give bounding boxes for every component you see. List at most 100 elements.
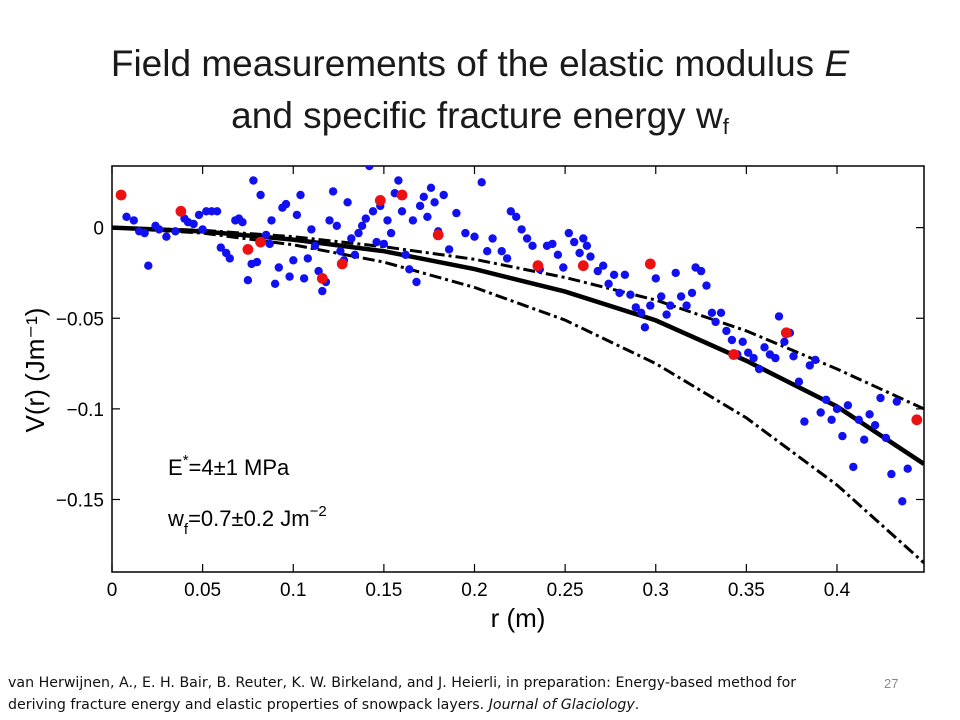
blue-data-point: [821, 395, 831, 404]
blue-data-point: [189, 219, 198, 229]
blue-data-point: [439, 190, 448, 200]
blue-data-point: [444, 245, 454, 254]
blue-data-point: [397, 207, 407, 216]
blue-data-point: [292, 210, 302, 220]
blue-data-point: [805, 361, 814, 370]
blue-data-point: [548, 239, 557, 249]
blue-data-point: [512, 212, 521, 221]
blue-data-point: [310, 241, 320, 250]
blue-data-point: [898, 497, 907, 506]
blue-data-point: [252, 257, 262, 267]
blue-data-point: [265, 239, 274, 249]
blue-data-point: [707, 308, 717, 317]
fit-curve: [112, 225, 924, 466]
blue-data-point: [379, 239, 389, 249]
blue-data-point: [854, 415, 863, 424]
blue-data-point: [892, 397, 901, 406]
upper-bound-curve: [112, 226, 924, 411]
blue-data-point: [570, 237, 579, 247]
blue-data-point: [827, 415, 836, 424]
title-line-1: Field measurements of the elastic modulu…: [0, 38, 960, 90]
blue-data-point: [144, 261, 153, 270]
annotation-fracture-lead: w: [167, 506, 184, 531]
blue-data-point: [394, 176, 403, 185]
x-tick-label: 0.25: [547, 580, 584, 601]
blue-data-point: [198, 225, 207, 234]
blue-data-point: [285, 272, 294, 281]
x-axis-label: r (m): [491, 603, 546, 633]
scatter-points: [115, 166, 923, 506]
blue-data-point: [303, 254, 312, 263]
citation-journal: Journal of Glaciology: [488, 697, 635, 713]
blue-data-point: [502, 254, 512, 263]
blue-data-point: [789, 352, 798, 361]
slide-number: 27: [884, 676, 899, 691]
citation-end: .: [634, 697, 640, 713]
blue-data-point: [843, 401, 853, 410]
red-data-point: [728, 349, 740, 360]
blue-data-point: [687, 288, 697, 298]
blue-data-point: [274, 263, 283, 272]
blue-data-point: [470, 232, 479, 241]
blue-data-point: [631, 303, 640, 312]
blue-data-point: [794, 377, 804, 386]
blue-data-point: [249, 176, 258, 185]
annotation-fracture-energy: wf=0.7±0.2 Jm−2: [167, 503, 327, 538]
blue-data-point: [405, 265, 414, 274]
blue-data-point: [870, 421, 880, 430]
blue-data-point: [386, 228, 396, 238]
red-data-point: [336, 258, 348, 270]
blue-data-point: [816, 408, 825, 417]
blue-data-point: [696, 266, 706, 276]
blue-data-point: [347, 234, 356, 243]
blue-data-point: [361, 214, 370, 223]
y-axis-label: V(r) (Jm⁻¹): [20, 308, 50, 433]
blue-data-point: [419, 192, 428, 201]
blue-data-point: [256, 190, 265, 200]
x-tick-label: 0.15: [365, 580, 402, 601]
annotation-fracture-sub: f: [184, 521, 189, 538]
blue-data-point: [640, 323, 650, 332]
blue-data-point: [716, 308, 726, 317]
blue-data-point: [811, 355, 820, 365]
blue-data-point: [415, 201, 425, 211]
blue-data-point: [122, 212, 131, 221]
blue-data-point: [299, 274, 309, 283]
blue-data-point: [671, 268, 680, 278]
red-data-point: [780, 327, 792, 339]
blue-data-point: [774, 312, 784, 321]
blue-data-point: [357, 221, 367, 230]
blue-data-point: [849, 462, 858, 472]
annotation-fracture-sup: −2: [310, 503, 327, 520]
blue-data-point: [238, 218, 247, 227]
title-line-2-text: and specific fracture energy w: [231, 95, 723, 136]
red-data-point: [432, 229, 444, 241]
slide-title: Field measurements of the elastic modulu…: [0, 38, 960, 142]
title-line-2: and specific fracture energy wf: [0, 90, 960, 142]
blue-data-point: [666, 301, 675, 310]
blue-data-point: [646, 301, 655, 310]
blue-data-point: [225, 254, 234, 263]
blue-data-point: [722, 326, 731, 336]
annotation-modulus-sup: *: [183, 452, 189, 469]
blue-data-point: [332, 221, 341, 230]
blue-data-point: [593, 266, 602, 276]
blue-data-point: [383, 216, 392, 225]
blue-data-point: [461, 228, 470, 238]
blue-data-point: [307, 225, 316, 234]
red-data-point: [316, 273, 328, 284]
blue-data-point: [328, 187, 338, 196]
x-tick-label: 0.4: [824, 580, 851, 601]
x-tick-label: 0.35: [728, 580, 765, 601]
blue-data-point: [318, 286, 327, 296]
blue-data-point: [626, 290, 635, 299]
y-tick-labels: 0 −0.05 −0.1 −0.15: [56, 219, 104, 512]
blue-data-point: [876, 393, 885, 403]
blue-data-point: [838, 431, 847, 441]
red-data-point: [577, 260, 589, 272]
red-data-point: [911, 414, 923, 426]
blue-data-point: [676, 292, 686, 301]
blue-data-point: [780, 337, 789, 346]
blue-data-point: [506, 207, 515, 216]
blue-data-point: [800, 417, 809, 426]
